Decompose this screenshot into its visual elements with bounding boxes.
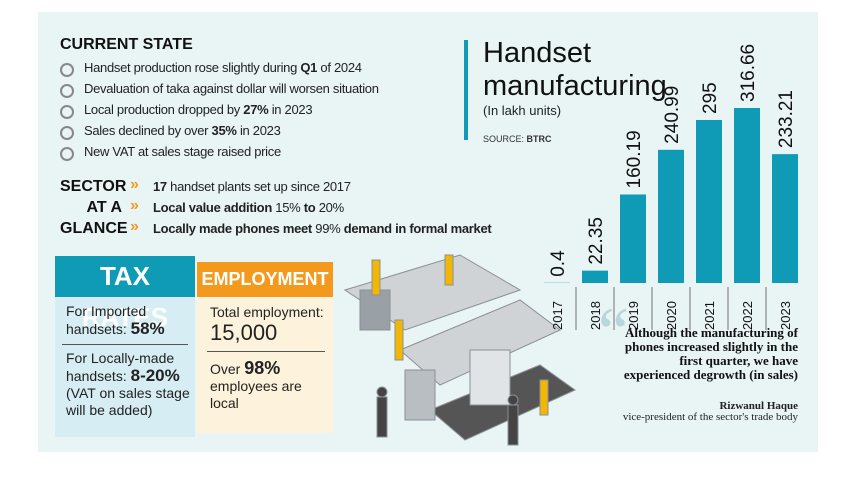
tax-title: TAX RATES — [55, 256, 195, 332]
text-part: Sales declined by over — [84, 123, 212, 138]
bar — [734, 108, 760, 283]
chart-title-line: manufacturing — [483, 70, 667, 102]
value-label: 295 — [700, 82, 721, 114]
text: For Imported handsets: — [66, 303, 147, 337]
sector-label: AT A — [86, 199, 122, 216]
employment-title: EMPLOYMENT — [197, 262, 333, 297]
factory-illustration — [343, 254, 576, 446]
bar — [620, 194, 646, 283]
text-part: handset plants set up since 2017 — [166, 179, 351, 194]
x-tick-label: 2022 — [740, 301, 755, 330]
value-label: 240.99 — [662, 86, 683, 144]
text-part: 17 — [153, 179, 167, 194]
bullet-text: Handset production rose slightly during … — [84, 60, 362, 75]
pct: 98% — [244, 358, 281, 378]
bullet-text: Sales declined by over 35% in 2023 — [84, 123, 281, 138]
label: Total employment: — [210, 304, 324, 320]
chevron: » — [130, 197, 139, 214]
text-part: 99% — [315, 221, 341, 236]
sector-label: GLANCE — [60, 220, 128, 237]
text-part: in 2023 — [236, 123, 281, 138]
bar — [658, 149, 684, 283]
divider — [62, 344, 188, 345]
value: 15,000 — [210, 320, 278, 345]
bar — [582, 270, 608, 283]
text-part: New VAT at sales stage raised price — [84, 144, 281, 159]
text-part: in 2023 — [268, 102, 313, 117]
section-title: CURRENT STATE — [60, 36, 193, 53]
bar — [772, 154, 798, 283]
text: For Locally-made handsets: — [66, 350, 175, 384]
text-part: Local production dropped by — [84, 102, 244, 117]
sector-text: Locally made phones meet 99% demand in f… — [153, 221, 492, 236]
bullet-text: Devaluation of taka against dollar will … — [84, 81, 379, 96]
chart-source: SOURCE: BTRC — [483, 134, 552, 144]
bullet-text: New VAT at sales stage raised price — [84, 144, 281, 159]
sector-text: 17 handset plants set up since 2017 — [153, 179, 351, 194]
rate: 58% — [130, 319, 165, 338]
value-label: 233.21 — [776, 90, 797, 148]
text-part: Devaluation of taka against dollar will … — [84, 81, 379, 96]
source-label: SOURCE: — [483, 134, 527, 144]
x-tick-label: 2017 — [550, 301, 565, 330]
quote-attribution: Rizwanul Haque vice-president of the sect… — [610, 401, 798, 423]
text-part: Locally made phones meet — [153, 221, 316, 236]
x-tick-label: 2019 — [626, 301, 641, 330]
bar — [696, 119, 722, 284]
bullet-text: Local production dropped by 27% in 2023 — [84, 102, 313, 117]
text-part: to — [300, 200, 319, 215]
note: (VAT on sales stage will be added) — [66, 385, 190, 418]
chart-title-line: Handset — [483, 37, 591, 69]
rate: 8-20% — [130, 366, 180, 385]
value-label: 0.4 — [548, 250, 569, 277]
chart-subtitle: (In lakh units) — [483, 103, 561, 118]
role: vice-president of the sector's trade bod… — [622, 411, 798, 423]
text-part: of 2024 — [317, 60, 362, 75]
source-name: BTRC — [527, 134, 552, 144]
tax-imported: For Imported handsets: 58% — [66, 303, 191, 338]
text: Over — [210, 361, 245, 377]
bullet-icon — [60, 126, 74, 140]
bullet-icon — [60, 63, 74, 77]
value-label: 160.19 — [624, 130, 645, 188]
text-part: demand in formal market — [340, 221, 492, 236]
sector-text: Local value addition 15% to 20% — [153, 200, 344, 215]
x-tick-label: 2023 — [778, 301, 793, 330]
tax-local: For Locally-made handsets: 8-20% (VAT on … — [66, 350, 191, 419]
sector-label: SECTOR — [60, 178, 127, 195]
title-accent — [464, 40, 468, 140]
text-part: 15% — [275, 200, 301, 215]
text-part: Q1 — [300, 60, 318, 75]
quote-text: Although the manufacturing of phones inc… — [623, 325, 798, 382]
employment-local: Over 98% employees are local — [210, 358, 310, 412]
value-label: 316.66 — [738, 44, 759, 102]
x-tick-label: 2021 — [702, 301, 717, 330]
chevron: » — [130, 176, 139, 193]
quote-mark: “ — [598, 294, 629, 371]
bullet-icon — [60, 84, 74, 98]
value-label: 22.35 — [586, 217, 607, 265]
x-tick-label: 2020 — [664, 301, 679, 330]
bullet-icon — [60, 105, 74, 119]
text-part: Handset production rose slightly during — [84, 60, 301, 75]
employment-total: Total employment: 15,000 — [210, 304, 328, 345]
text-part: Local value addition — [153, 200, 276, 215]
text: employees are local — [210, 378, 302, 411]
chevron: » — [130, 218, 139, 235]
bullet-icon — [60, 147, 74, 161]
text-part: 27% — [243, 102, 269, 117]
text-part: 35% — [211, 123, 237, 138]
text-part: 20% — [318, 200, 344, 215]
author: Rizwanul Haque — [719, 400, 798, 412]
divider — [207, 351, 325, 352]
x-tick-label: 2018 — [588, 301, 603, 330]
